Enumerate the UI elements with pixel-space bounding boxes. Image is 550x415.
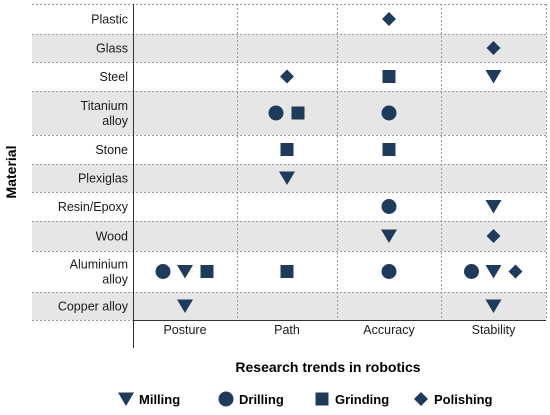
legend-label: Polishing: [434, 392, 493, 407]
column-labels: Posture Path Accuracy Stability: [163, 323, 516, 337]
row-label: Steel: [100, 70, 129, 84]
drilling-marker: [268, 105, 284, 121]
row-label: Plexiglas: [78, 172, 128, 186]
polishing-marker: [280, 69, 294, 84]
polishing-marker: [486, 229, 501, 243]
milling-marker: [177, 299, 193, 313]
milling-legend-marker: [118, 392, 134, 406]
milling-marker: [485, 299, 502, 313]
legend: Milling Drilling Grinding Polishing: [118, 391, 493, 407]
milling-marker: [279, 171, 295, 185]
legend-label: Drilling: [239, 392, 284, 407]
polishing-marker: [382, 12, 396, 26]
grinding-marker: [291, 106, 305, 120]
milling-marker: [485, 265, 502, 279]
grinding-marker: [382, 143, 396, 156]
row-label: Resin/Epoxy: [58, 200, 129, 214]
grinding-legend-marker: [315, 392, 329, 406]
drilling-marker: [155, 264, 171, 279]
row-band: [32, 34, 546, 62]
milling-marker: [381, 229, 397, 243]
x-axis-title: Research trends in robotics: [235, 359, 420, 375]
drilling-marker: [381, 105, 397, 121]
legend-label: Grinding: [335, 392, 389, 407]
grinding-marker: [280, 265, 294, 278]
row-label: Wood: [96, 230, 128, 244]
y-axis-title: Material: [3, 146, 19, 199]
row-label: Glass: [96, 42, 128, 56]
polishing-marker: [486, 41, 501, 55]
column-label: Stability: [472, 323, 517, 337]
row-label: Aluminium: [70, 258, 128, 272]
drilling-legend-marker: [218, 391, 234, 407]
milling-marker: [485, 200, 502, 214]
data-markers: [155, 12, 523, 313]
row-label: alloy: [102, 114, 128, 128]
row-band: [32, 221, 546, 251]
milling-marker: [177, 265, 193, 279]
row-labels: PlasticGlassSteelTitaniumalloyStonePlexi…: [58, 13, 129, 314]
row-label: alloy: [102, 273, 128, 287]
column-label: Posture: [163, 323, 206, 337]
row-label: Stone: [95, 143, 128, 157]
column-label: Path: [274, 323, 300, 337]
row-label: Titanium: [81, 99, 128, 113]
row-bands: [32, 34, 546, 320]
polishing-marker: [508, 264, 523, 279]
polishing-legend-marker: [414, 392, 428, 406]
column-label: Accuracy: [363, 323, 415, 337]
row-band: [32, 91, 546, 135]
drilling-marker: [464, 264, 479, 279]
drilling-marker: [381, 199, 397, 214]
grinding-marker: [200, 265, 214, 278]
grinding-marker: [280, 143, 294, 156]
grid-lines: [32, 4, 547, 348]
milling-marker: [485, 70, 502, 84]
row-label: Plastic: [91, 13, 128, 27]
grinding-marker: [382, 70, 396, 83]
row-label: Copper alloy: [58, 300, 129, 314]
legend-label: Milling: [139, 392, 180, 407]
row-band: [32, 292, 546, 320]
drilling-marker: [381, 264, 397, 279]
